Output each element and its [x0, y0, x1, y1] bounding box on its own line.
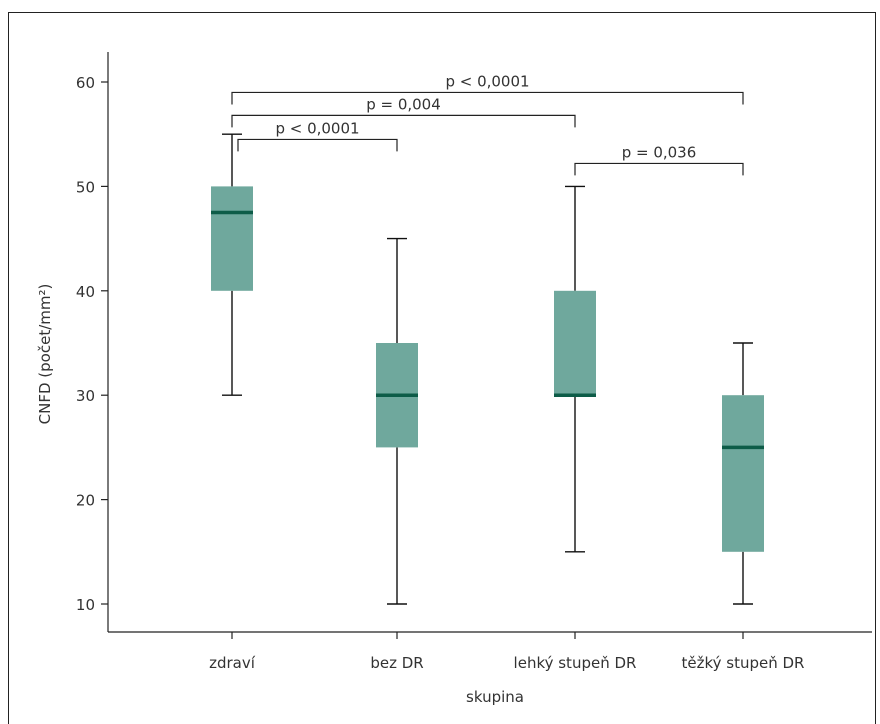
box-iqr: [554, 290, 596, 396]
y-tick-label: 10: [76, 596, 95, 614]
x-tick-label: lehký stupeň DR: [514, 654, 637, 672]
box-iqr: [722, 395, 764, 552]
x-tick-label: zdraví: [209, 654, 256, 672]
p-value-label: p < 0,0001: [445, 72, 529, 90]
y-tick-label: 60: [76, 74, 95, 92]
y-axis-title: CNFD (počet/mm²): [36, 284, 54, 425]
y-tick-label: 50: [76, 178, 95, 196]
significance-bracket: [231, 91, 744, 105]
significance-bracket: [231, 114, 576, 128]
axes: 10 20 30 40 50 60 zdraví bez DR lehký stupeň DR t…: [76, 52, 872, 672]
box-iqr: [211, 186, 253, 291]
significance-bracket: [574, 162, 744, 176]
x-axis-title: skupina: [466, 688, 524, 706]
significance-bracket: [237, 138, 398, 152]
x-tick-label: těžký stupeň DR: [682, 654, 805, 672]
p-value-label: p = 0,036: [622, 143, 697, 161]
y-tick-label: 40: [76, 283, 95, 301]
p-value-label: p < 0,0001: [275, 119, 359, 137]
x-tick-label: bez DR: [370, 654, 423, 672]
p-value-label: p = 0,004: [366, 95, 441, 113]
y-tick-label: 30: [76, 387, 95, 405]
chart-frame: [8, 12, 876, 724]
y-tick-label: 20: [76, 492, 95, 510]
boxes: [211, 133, 764, 605]
